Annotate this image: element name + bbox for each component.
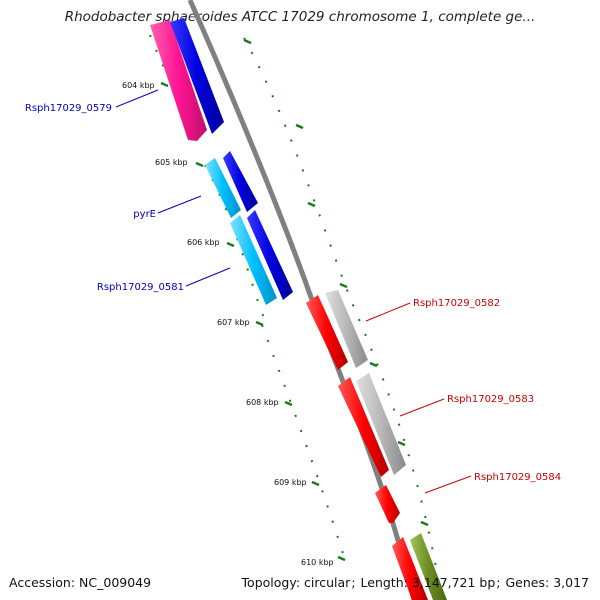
gene-label-rsph17029-0583[interactable]: Rsph17029_0583 <box>447 394 534 405</box>
ruler-label: 608 kbp <box>246 398 279 407</box>
ruler-label: 605 kbp <box>155 158 188 167</box>
gene-label-pyre[interactable]: pyrE <box>133 209 156 220</box>
ruler-label: 610 kbp <box>301 558 334 567</box>
gene-label-rsph17029-0579[interactable]: Rsph17029_0579 <box>25 103 112 114</box>
gene-feature-0579-region[interactable] <box>170 18 224 134</box>
accession-info: Accession: NC_009049 <box>9 575 151 590</box>
ruler-label: 609 kbp <box>274 478 307 487</box>
genes-value: 3,017 <box>553 575 589 590</box>
accession-value: NC_009049 <box>79 575 152 590</box>
length-label: Length: <box>360 575 408 590</box>
genes-label: Genes: <box>505 575 550 590</box>
gene-feature-0581-region[interactable] <box>247 210 293 300</box>
gene-label-rsph17029-0584[interactable]: Rsph17029_0584 <box>474 472 561 483</box>
ruler-ticks <box>160 38 429 562</box>
ruler-line-right <box>243 37 441 591</box>
gene-feature-rsph17029-0582[interactable] <box>306 295 348 370</box>
chromosome-backbone <box>187 0 417 600</box>
ruler-label: 606 kbp <box>187 238 220 247</box>
ruler-label: 604 kbp <box>122 81 155 90</box>
gene-feature-rsph17029-0579[interactable] <box>150 20 207 141</box>
gene-feature-pyre-cds[interactable] <box>205 158 241 218</box>
gene-label-rsph17029-0581[interactable]: Rsph17029_0581 <box>97 282 184 293</box>
gene-feature-0583-region[interactable] <box>356 373 406 475</box>
forward-strand-features <box>150 18 293 305</box>
topology-value: circular <box>304 575 351 590</box>
gene-feature-next-olive[interactable] <box>410 533 447 600</box>
gene-feature-0582-region[interactable] <box>325 290 368 368</box>
genome-stats: Topology: circular; Length: 3,147,721 bp… <box>241 575 589 590</box>
topology-label: Topology: <box>241 575 301 590</box>
gene-feature-next-red[interactable] <box>392 537 428 600</box>
length-value: 3,147,721 bp <box>411 575 496 590</box>
accession-label: Accession: <box>9 575 76 590</box>
gene-feature-pyre-region[interactable] <box>223 151 258 212</box>
ruler-label: 607 kbp <box>217 318 250 327</box>
gene-feature-rsph17029-0583[interactable] <box>338 377 389 477</box>
reverse-strand-features <box>306 290 447 600</box>
gene-feature-rsph17029-0581[interactable] <box>230 215 277 305</box>
gene-leader-lines <box>115 89 472 494</box>
gene-feature-rsph17029-0584[interactable] <box>375 485 400 523</box>
gene-label-rsph17029-0582[interactable]: Rsph17029_0582 <box>413 298 500 309</box>
